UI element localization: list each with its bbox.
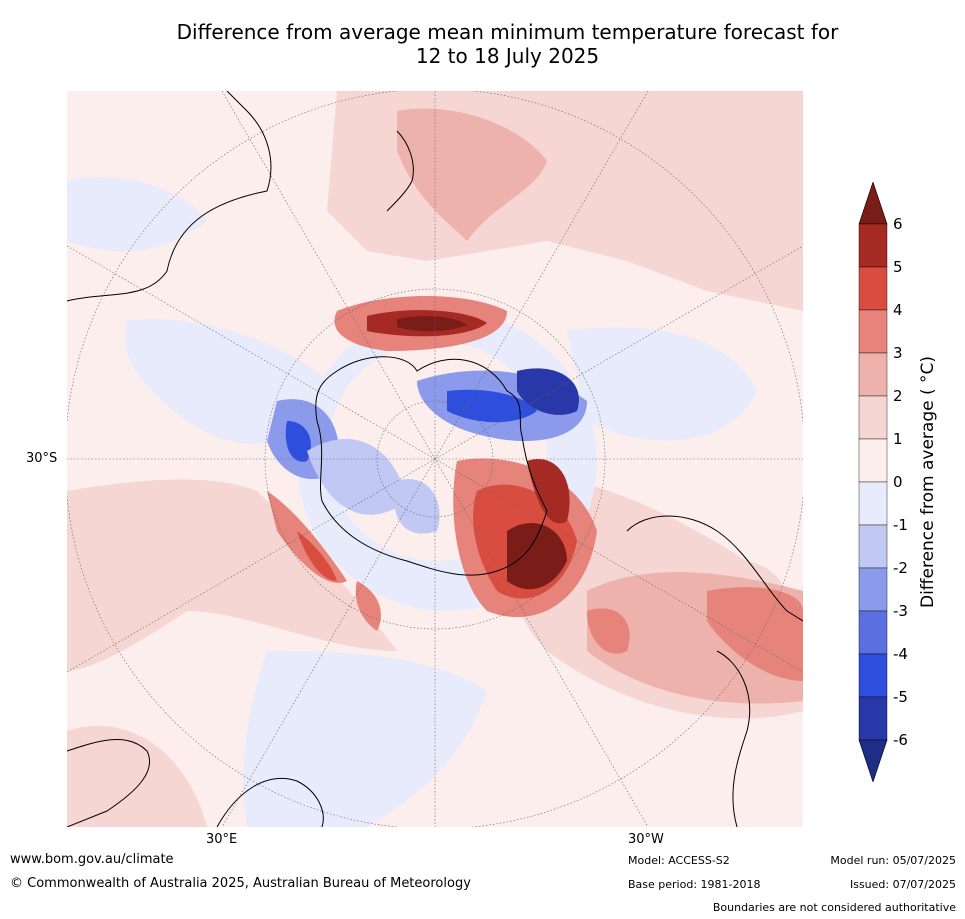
colorbar-label: Difference from average ( °C)	[918, 355, 938, 609]
colorbar-tick: -2	[893, 559, 908, 577]
footer-copyright: © Commonwealth of Australia 2025, Austra…	[10, 876, 471, 891]
colorbar-tick: -1	[893, 516, 908, 534]
colorbar-bin	[858, 653, 888, 698]
map-panel	[67, 91, 803, 827]
colorbar-bin	[858, 524, 888, 569]
colorbar-bin	[858, 567, 888, 612]
colorbar-tick: 0	[893, 473, 903, 491]
colorbar-bin	[858, 352, 888, 397]
colorbar-tick: 1	[893, 430, 903, 448]
colorbar-bin	[858, 309, 888, 354]
colorbar-bin	[858, 696, 888, 741]
colorbar-bin	[858, 223, 888, 268]
colorbar-tick: -6	[893, 731, 908, 749]
footer-base-period: Base period: 1981-2018	[628, 878, 761, 891]
lat-label-30s: 30°S	[26, 451, 58, 466]
colorbar-bin	[858, 610, 888, 655]
lon-label-30e: 30°E	[206, 832, 238, 847]
anomaly-map	[67, 91, 803, 827]
colorbar-tick: 3	[893, 344, 903, 362]
lon-label-30w: 30°W	[628, 832, 664, 847]
map-title: Difference from average mean minimum tem…	[40, 20, 965, 68]
footer-model-run: Model run: 05/07/2025	[830, 854, 956, 867]
colorbar-bin	[858, 266, 888, 311]
colorbar-tick: -4	[893, 645, 908, 663]
colorbar-tick: 6	[893, 215, 903, 233]
footer-issued: Issued: 07/07/2025	[849, 878, 956, 891]
colorbar-bin	[858, 395, 888, 440]
colorbar-tick: 2	[893, 387, 903, 405]
colorbar-bin	[858, 438, 888, 483]
colorbar-tick: 4	[893, 301, 903, 319]
footer-disclaimer: Boundaries are not considered authoritat…	[712, 901, 956, 914]
colorbar-bin	[858, 481, 888, 526]
colorbar-tick: -3	[893, 602, 908, 620]
footer-model: Model: ACCESS-S2	[628, 854, 730, 867]
colorbar-extend-bottom	[858, 739, 888, 782]
colorbar-tick: -5	[893, 688, 908, 706]
colorbar-extend-top	[858, 182, 888, 225]
title-line-2: 12 to 18 July 2025	[415, 44, 600, 68]
colorbar-tick: 5	[893, 258, 903, 276]
colorbar	[858, 182, 888, 782]
title-line-1: Difference from average mean minimum tem…	[176, 20, 839, 44]
footer-website: www.bom.gov.au/climate	[10, 852, 174, 867]
